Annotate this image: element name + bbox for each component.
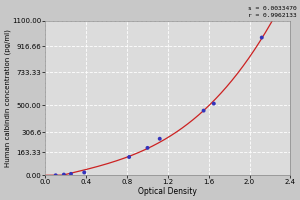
Point (61, 173, 66, 176)
X-axis label: Optical Density: Optical Density (139, 187, 197, 196)
Point (157, 137, 162, 140)
Point (212, 102, 216, 105)
Point (127, 155, 131, 159)
Point (69, 172, 74, 175)
Text: s = 0.0033470
r = 0.9962133: s = 0.0033470 r = 0.9962133 (248, 6, 297, 18)
Point (260, 36, 264, 39)
Y-axis label: Human calbindin concentration (pg/ml): Human calbindin concentration (pg/ml) (4, 29, 11, 167)
Point (53, 174, 58, 177)
Point (82, 171, 87, 174)
Point (201, 109, 206, 112)
Point (145, 146, 150, 149)
